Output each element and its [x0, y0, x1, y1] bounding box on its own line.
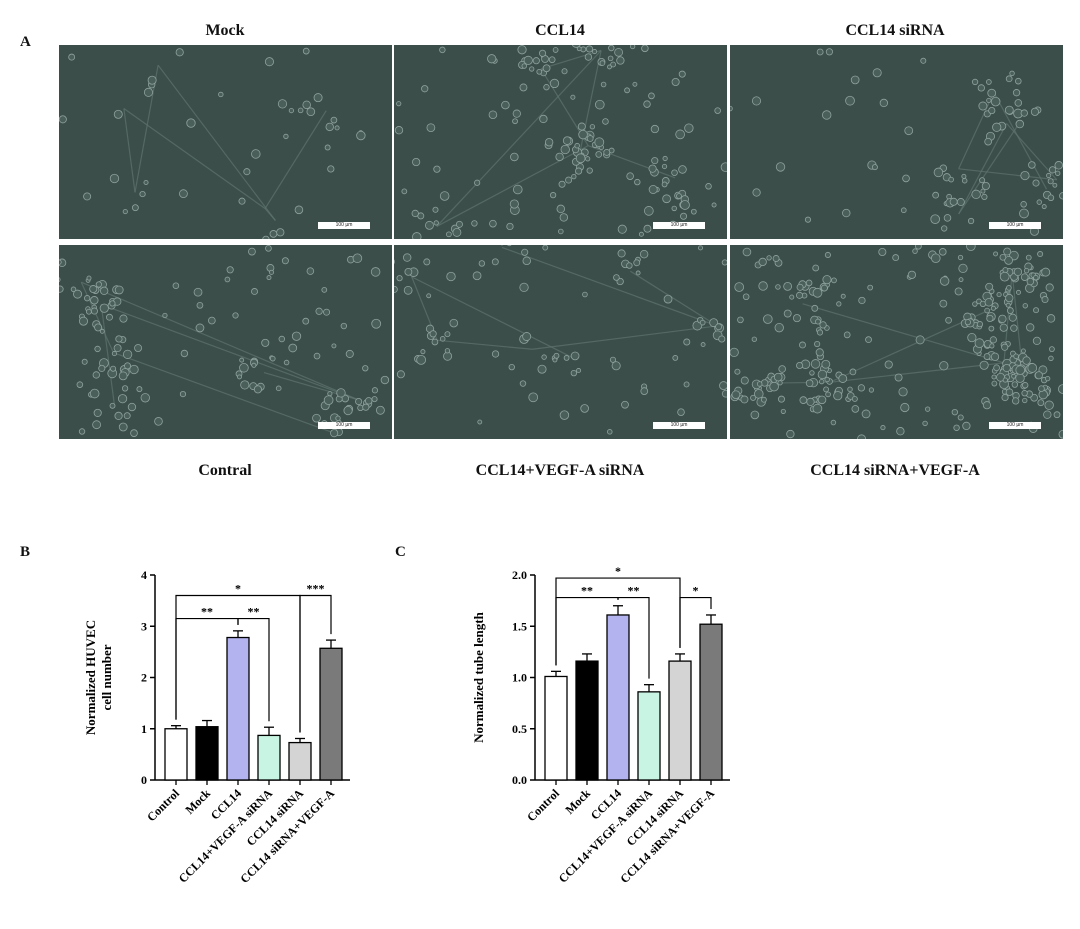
bar: [637, 691, 661, 781]
y-tick-label: 2: [141, 671, 147, 685]
significance-label: **: [581, 584, 593, 598]
y-tick-label: 0: [141, 773, 147, 787]
bar: [544, 675, 568, 781]
y-tick-label: 1.5: [512, 619, 527, 633]
significance-label: **: [628, 584, 640, 598]
label-contral: Contral: [198, 462, 252, 479]
bar: [164, 728, 188, 781]
micrograph-contral: 100 µm: [59, 245, 392, 439]
micrograph-ccl14-sirna: 100 µm: [730, 45, 1063, 239]
x-tick-label: Control: [524, 786, 562, 824]
chart-tube-length: Normalized tube length 0.0 0.5 1.0 1.5 2.0 Con…: [471, 564, 730, 886]
cell-cluster-texture: [730, 245, 1063, 439]
y-tick-label: 2.0: [512, 568, 527, 582]
bar: [195, 726, 219, 781]
label-ccl14-vegfa-sirna: CCL14+VEGF-A siRNA: [475, 462, 645, 479]
cell-cluster-texture: [394, 45, 727, 239]
y-axis-label: Normalized tube length: [471, 611, 486, 742]
bar: [257, 734, 281, 781]
label-ccl14-sirna-vegfa: CCL14 siRNA+VEGF-A: [810, 462, 980, 479]
panel-b-letter: B: [20, 544, 31, 560]
scale-bar: 100 µm: [989, 222, 1041, 229]
bar: [319, 647, 343, 781]
label-ccl14-sirna: CCL14 siRNA: [845, 22, 945, 39]
y-tick-label: 1.0: [512, 671, 527, 685]
scale-bar: 100 µm: [653, 422, 705, 429]
significance-bracket: [679, 596, 712, 648]
y-tick-label: 0.0: [512, 773, 527, 787]
significance-label: *: [693, 584, 699, 598]
significance-label: **: [248, 605, 260, 619]
bar: [288, 741, 312, 781]
micrograph-ccl14-sirna-vegfa: 100 µm: [730, 245, 1063, 439]
significance-bracket: [237, 617, 270, 722]
panel-c-letter: C: [395, 544, 406, 560]
cell-cluster-texture: [394, 245, 727, 435]
significance-label: ***: [307, 582, 325, 596]
y-axis-label: Normalized HUVECcell number: [83, 620, 114, 735]
significance-label: *: [235, 582, 241, 596]
bar: [606, 614, 630, 781]
y-tick-label: 3: [141, 619, 147, 633]
bar: [226, 636, 250, 781]
scale-bar: 100 µm: [653, 222, 705, 229]
significance-label: *: [615, 564, 621, 578]
significance-bracket: [299, 594, 332, 733]
significance-bracket: [617, 596, 650, 679]
bar: [575, 660, 599, 781]
micrograph-mock: 100 µm: [59, 45, 392, 239]
panel-a-letter: A: [20, 34, 31, 50]
micrograph-ccl14-vegfa-sirna: 100 µm: [394, 245, 727, 439]
significance-label: **: [201, 605, 213, 619]
label-mock: Mock: [205, 22, 245, 39]
bar: [699, 623, 723, 781]
bar: [668, 660, 692, 781]
scale-bar: 100 µm: [318, 222, 370, 229]
micrograph-ccl14: 100 µm: [394, 45, 727, 239]
label-ccl14: CCL14: [535, 22, 585, 39]
cell-cluster-texture: [730, 48, 1063, 236]
y-tick-label: 4: [141, 568, 147, 582]
y-tick-label: 0.5: [512, 722, 527, 736]
cell-cluster-texture: [59, 245, 390, 438]
scale-bar: 100 µm: [989, 422, 1041, 429]
x-tick-label: Control: [144, 786, 182, 824]
cell-cluster-texture: [59, 47, 366, 239]
scale-bar: 100 µm: [318, 422, 370, 429]
y-tick-label: 1: [141, 722, 147, 736]
